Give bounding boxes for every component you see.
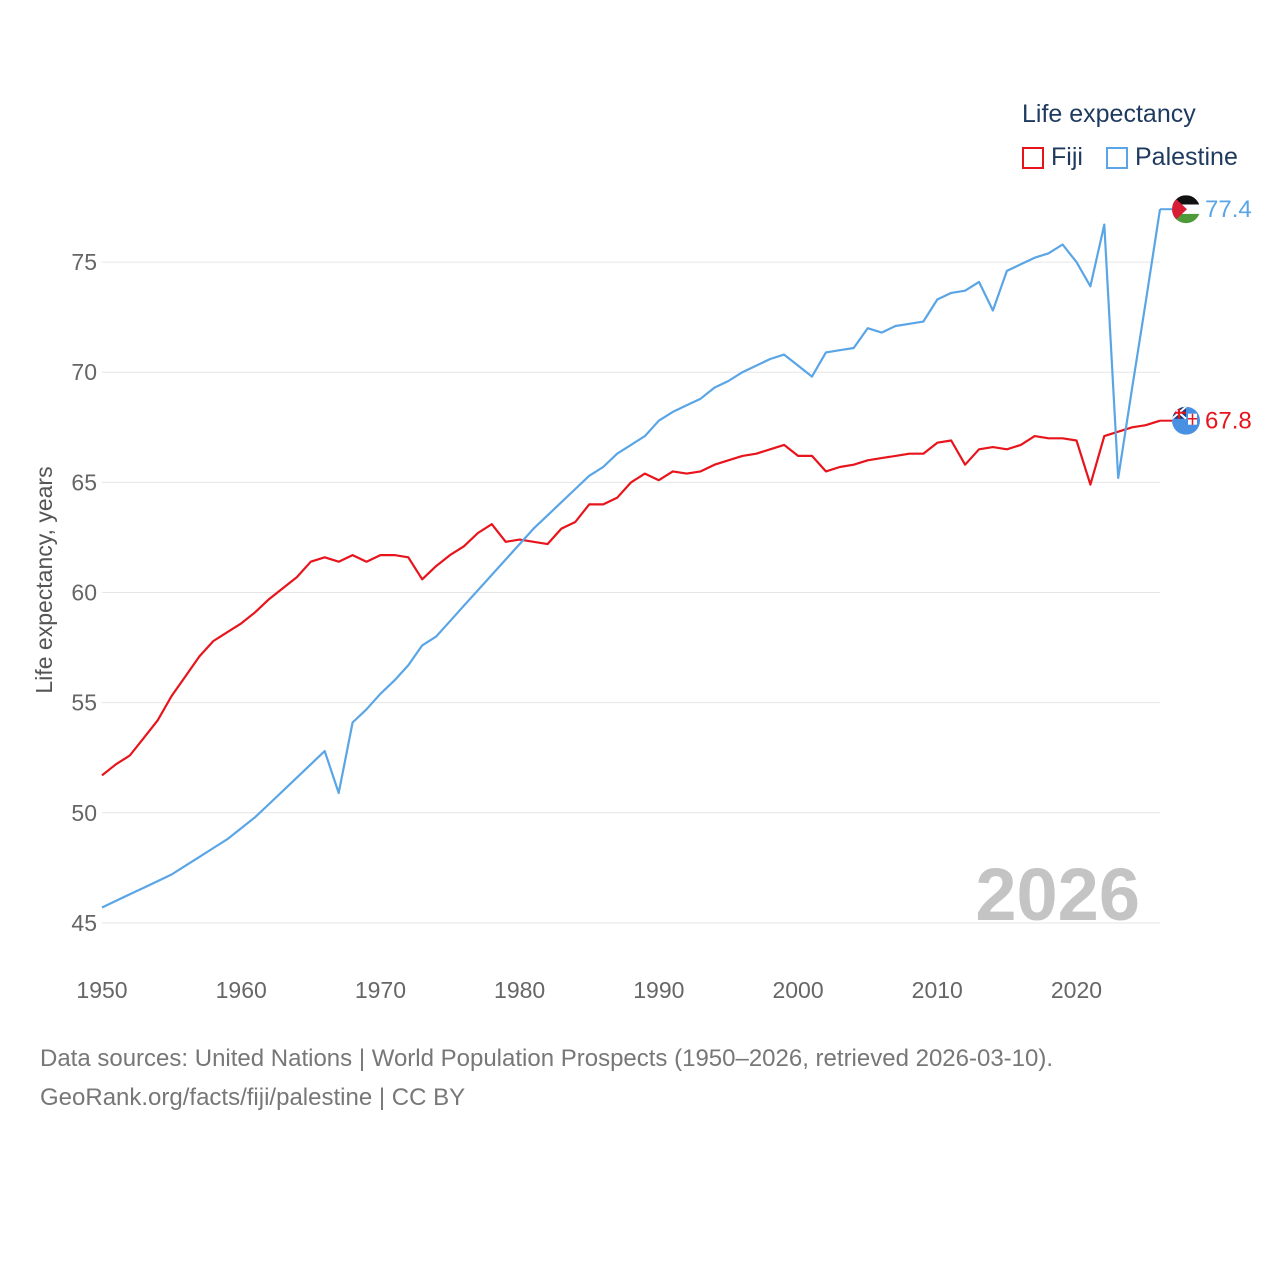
x-axis-ticks: 1950 1960 1970 1980 1990 2000 2010 2020 bbox=[76, 977, 1102, 1003]
footer-attribution: GeoRank.org/facts/fiji/palestine | CC BY bbox=[40, 1084, 466, 1111]
x-tick-label-2010: 2010 bbox=[912, 977, 963, 1003]
year-watermark: 2026 bbox=[975, 853, 1140, 936]
y-tick-label-65: 65 bbox=[71, 469, 97, 495]
legend-swatch-palestine bbox=[1106, 146, 1128, 169]
x-tick-label-2020: 2020 bbox=[1051, 977, 1102, 1003]
legend-swatch-fiji bbox=[1022, 146, 1044, 169]
y-tick-label-75: 75 bbox=[71, 249, 97, 275]
y-tick-label-45: 45 bbox=[71, 910, 97, 936]
end-label-palestine: 77.4 bbox=[1205, 196, 1252, 223]
footer-sources: Data sources: United Nations | World Pop… bbox=[40, 1045, 1054, 1072]
grid-lines bbox=[102, 261, 1160, 924]
y-tick-label-60: 60 bbox=[71, 580, 97, 606]
legend-label-palestine: Palestine bbox=[1135, 143, 1238, 171]
fiji-flag-icon bbox=[1172, 406, 1200, 435]
x-tick-label-1950: 1950 bbox=[76, 977, 127, 1003]
x-tick-label-1990: 1990 bbox=[633, 977, 684, 1003]
x-tick-label-1970: 1970 bbox=[355, 977, 406, 1003]
y-tick-label-50: 50 bbox=[71, 800, 97, 826]
end-label-fiji: 67.8 bbox=[1205, 408, 1252, 435]
series-line-fiji bbox=[101, 419, 1161, 777]
series-line-palestine bbox=[101, 209, 1162, 909]
y-axis-ticks: 45 50 55 60 65 70 75 bbox=[71, 249, 97, 936]
y-axis-label: Life expectancy, years bbox=[31, 466, 57, 693]
y-tick-label-55: 55 bbox=[71, 690, 97, 716]
x-tick-label-1980: 1980 bbox=[494, 977, 545, 1003]
x-tick-label-1960: 1960 bbox=[216, 977, 267, 1003]
end-flags: 67.8 77.4 bbox=[1172, 195, 1252, 435]
series-lines bbox=[101, 208, 1172, 909]
y-tick-label-70: 70 bbox=[71, 359, 97, 385]
x-tick-label-2000: 2000 bbox=[772, 977, 823, 1003]
legend-label-fiji: Fiji bbox=[1051, 143, 1083, 171]
legend-item-palestine[interactable]: Palestine bbox=[1106, 143, 1238, 172]
legend-item-fiji[interactable]: Fiji bbox=[1022, 143, 1083, 172]
palestine-flag-icon bbox=[1172, 195, 1200, 224]
legend-title: Life expectancy bbox=[1022, 100, 1196, 128]
